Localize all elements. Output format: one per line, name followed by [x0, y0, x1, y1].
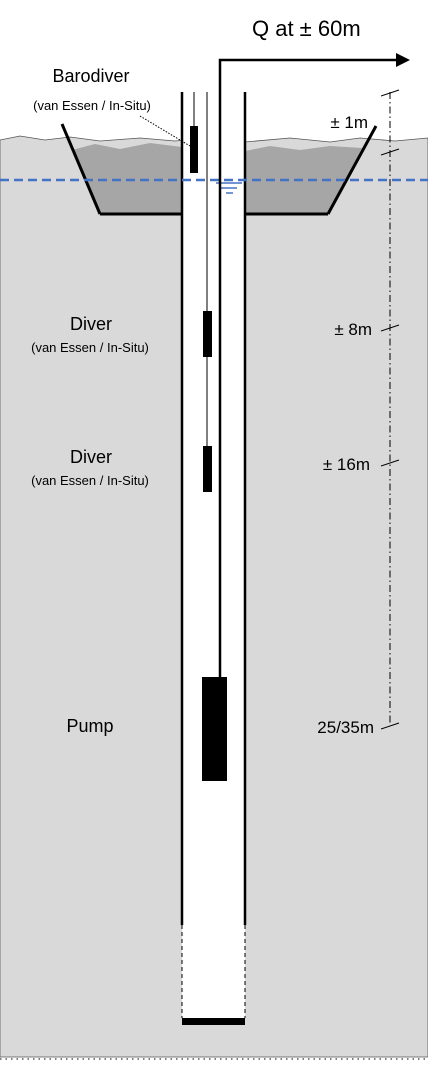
diver2-sensor: [203, 446, 212, 492]
dimension-label-pump: 25/35m: [317, 718, 374, 737]
diver1-title: Diver: [70, 314, 112, 334]
basin-wall-left: [60, 123, 102, 215]
barodiver-subtitle: (van Essen / In-Situ): [33, 98, 151, 113]
dimension-tick-16m: [380, 459, 400, 467]
dimension-tick-top: [380, 89, 400, 97]
dimension-tick-pump: [380, 722, 400, 730]
diver1-subtitle: (van Essen / In-Situ): [31, 340, 149, 355]
discharge-pipe: [218, 58, 396, 680]
pond-water-right: [245, 146, 362, 214]
dimension-label-16m: ± 16m: [323, 455, 370, 474]
pond-water: [72, 143, 182, 214]
well-bottom-cap: [182, 1018, 245, 1025]
diver2-title: Diver: [70, 447, 112, 467]
pump-label: Pump: [66, 716, 113, 736]
barodiver-title: Barodiver: [52, 66, 129, 86]
basin-wall-right: [326, 125, 378, 215]
dimension-label-8m: ± 8m: [334, 320, 372, 339]
dimension-tick-1m: [380, 148, 400, 156]
discharge-arrow-icon: [396, 53, 410, 67]
dimension-tick-8m: [380, 324, 400, 332]
diver2-subtitle: (van Essen / In-Situ): [31, 473, 149, 488]
pump-body: [202, 677, 227, 781]
barodiver-leader: [139, 115, 191, 147]
discharge-label: Q at ± 60m: [252, 16, 361, 41]
dimension-label-1m: ± 1m: [330, 113, 368, 132]
barodiver-sensor: [190, 126, 198, 173]
diver1-sensor: [203, 311, 212, 357]
well-borehole: [182, 92, 245, 1024]
